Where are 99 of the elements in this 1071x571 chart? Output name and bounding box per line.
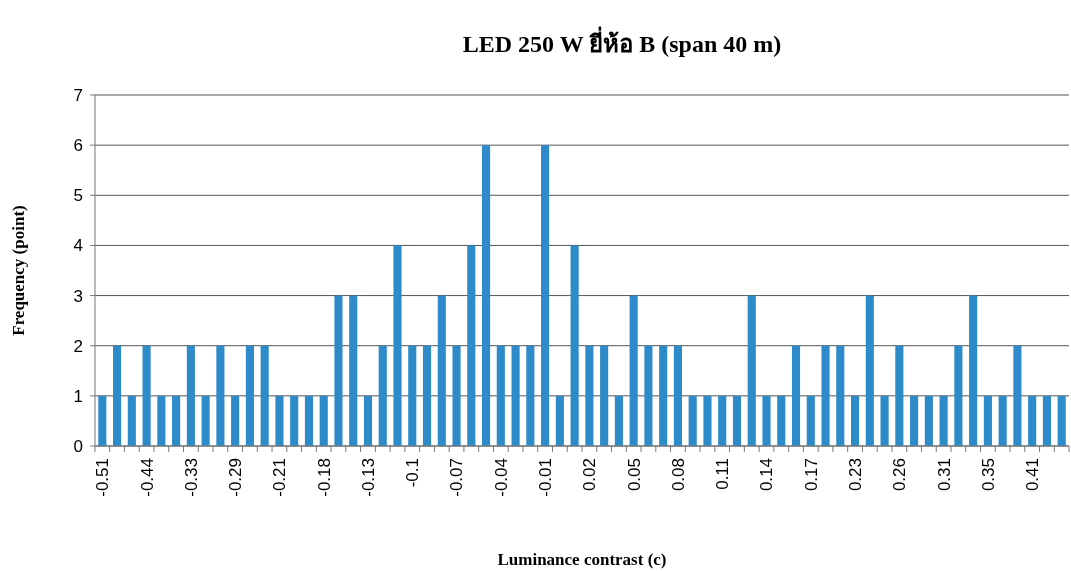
bar — [998, 395, 1007, 446]
x-tick-label: 0.41 — [1023, 458, 1043, 492]
x-tick-label: -0.13 — [358, 458, 378, 497]
bar — [718, 395, 727, 446]
bar — [924, 395, 933, 446]
x-tick-label: -0.44 — [137, 458, 157, 497]
bar — [157, 395, 166, 446]
bar — [1042, 395, 1051, 446]
bar — [555, 395, 564, 446]
bar — [452, 345, 461, 446]
bar — [511, 345, 520, 446]
bar — [142, 345, 151, 446]
bar — [791, 345, 801, 446]
bar — [851, 395, 860, 446]
x-tick-label: 0.02 — [580, 458, 600, 492]
bar — [408, 345, 417, 446]
x-axis-title: Luminance contrast (c) — [497, 550, 667, 569]
bar — [762, 395, 771, 446]
bar — [777, 395, 786, 446]
bar — [673, 345, 682, 446]
bar — [467, 245, 476, 446]
x-tick-label: 0.05 — [624, 458, 644, 492]
x-tick-label: 0.17 — [801, 458, 821, 492]
bar — [895, 345, 904, 446]
bar — [644, 345, 653, 446]
x-tick-label: -0.18 — [314, 458, 334, 497]
bar — [1013, 345, 1022, 446]
bar — [275, 395, 284, 446]
bar — [245, 345, 254, 446]
bar — [570, 245, 579, 446]
bar — [201, 395, 210, 446]
bar — [127, 395, 136, 446]
bar — [349, 295, 358, 446]
bar — [954, 345, 963, 446]
y-tick-label: 7 — [73, 85, 83, 105]
y-tick-label: 6 — [73, 136, 83, 156]
y-axis-title: Frequency (point) — [9, 205, 28, 336]
y-tick-label: 0 — [73, 436, 83, 456]
bar — [526, 345, 535, 446]
bar — [659, 345, 668, 446]
x-tick-label: -0.07 — [447, 458, 467, 497]
x-tick-label: -0.51 — [93, 458, 113, 497]
bar — [437, 295, 446, 446]
bar — [806, 395, 815, 446]
x-tick-label: -0.01 — [536, 458, 556, 497]
x-tick-label: -0.21 — [270, 458, 290, 497]
x-tick-label: -0.33 — [181, 458, 201, 497]
bar — [600, 345, 609, 446]
bar — [910, 395, 919, 446]
y-tick-label: 3 — [73, 286, 83, 306]
bar — [260, 345, 269, 446]
bar — [732, 395, 742, 446]
x-tick-label: 0.14 — [757, 458, 777, 492]
bar — [172, 395, 181, 446]
bar — [836, 345, 845, 446]
x-tick-label: -0.04 — [491, 458, 511, 497]
y-tick-label: 2 — [73, 336, 83, 356]
bar — [629, 295, 638, 446]
x-tick-label: -0.29 — [226, 458, 246, 497]
y-tick-label: 5 — [73, 186, 83, 206]
bar — [422, 345, 432, 446]
bar — [378, 345, 387, 446]
bar — [703, 395, 712, 446]
bar — [216, 345, 225, 446]
bar — [688, 395, 697, 446]
x-tick-label: -0.1 — [403, 458, 423, 488]
x-tick-label: 0.31 — [934, 458, 954, 492]
bar — [821, 345, 830, 446]
x-tick-label: 0.23 — [846, 458, 866, 492]
bar — [113, 345, 122, 446]
y-tick-label: 4 — [73, 236, 83, 256]
bar — [1028, 395, 1037, 446]
x-tick-label: 0.26 — [890, 458, 910, 492]
bar — [969, 295, 978, 446]
bar — [304, 395, 313, 446]
x-tick-label: 0.08 — [668, 458, 688, 492]
y-tick-label: 1 — [73, 386, 83, 406]
bar — [363, 395, 373, 446]
bar — [880, 395, 889, 446]
bar — [319, 395, 328, 446]
bar — [541, 145, 550, 446]
bar — [290, 395, 299, 446]
bar — [334, 295, 343, 446]
bar — [747, 295, 756, 446]
bar — [393, 245, 402, 446]
x-tick-label: 0.11 — [713, 458, 733, 490]
bar — [983, 395, 992, 446]
bar — [939, 395, 948, 446]
bar — [186, 345, 195, 446]
bar — [231, 395, 240, 446]
bar — [98, 395, 107, 446]
bar — [865, 295, 874, 446]
bar — [482, 145, 491, 446]
bar — [614, 395, 623, 446]
bar — [496, 345, 505, 446]
bar — [585, 345, 594, 446]
bar — [1057, 395, 1066, 446]
chart-title: LED 250 W ยี่ห้อ B (span 40 m) — [462, 26, 782, 57]
x-tick-label: 0.35 — [978, 458, 998, 492]
